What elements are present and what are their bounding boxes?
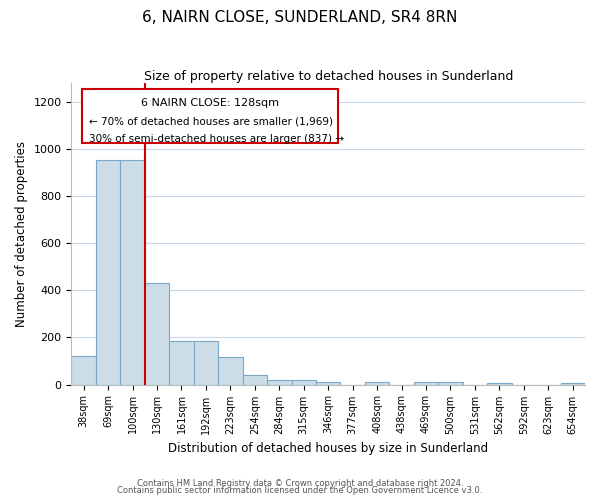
X-axis label: Distribution of detached houses by size in Sunderland: Distribution of detached houses by size …: [168, 442, 488, 455]
Bar: [487, 382, 512, 384]
Bar: [121, 160, 145, 384]
Bar: [71, 356, 96, 384]
Text: 30% of semi-detached houses are larger (837) →: 30% of semi-detached houses are larger (…: [89, 134, 344, 144]
FancyBboxPatch shape: [82, 89, 338, 144]
Title: Size of property relative to detached houses in Sunderland: Size of property relative to detached ho…: [143, 70, 513, 83]
Text: Contains HM Land Registry data © Crown copyright and database right 2024.: Contains HM Land Registry data © Crown c…: [137, 478, 463, 488]
Bar: [145, 284, 169, 384]
Bar: [292, 380, 316, 384]
Bar: [169, 341, 194, 384]
Bar: [218, 358, 242, 384]
Bar: [242, 375, 267, 384]
Bar: [414, 382, 438, 384]
Text: ← 70% of detached houses are smaller (1,969): ← 70% of detached houses are smaller (1,…: [89, 116, 334, 126]
Text: 6, NAIRN CLOSE, SUNDERLAND, SR4 8RN: 6, NAIRN CLOSE, SUNDERLAND, SR4 8RN: [142, 10, 458, 25]
Y-axis label: Number of detached properties: Number of detached properties: [15, 141, 28, 327]
Bar: [194, 341, 218, 384]
Bar: [267, 380, 292, 384]
Bar: [96, 160, 121, 384]
Bar: [438, 382, 463, 384]
Bar: [365, 382, 389, 384]
Bar: [316, 382, 340, 384]
Text: 6 NAIRN CLOSE: 128sqm: 6 NAIRN CLOSE: 128sqm: [141, 98, 279, 108]
Text: Contains public sector information licensed under the Open Government Licence v3: Contains public sector information licen…: [118, 486, 482, 495]
